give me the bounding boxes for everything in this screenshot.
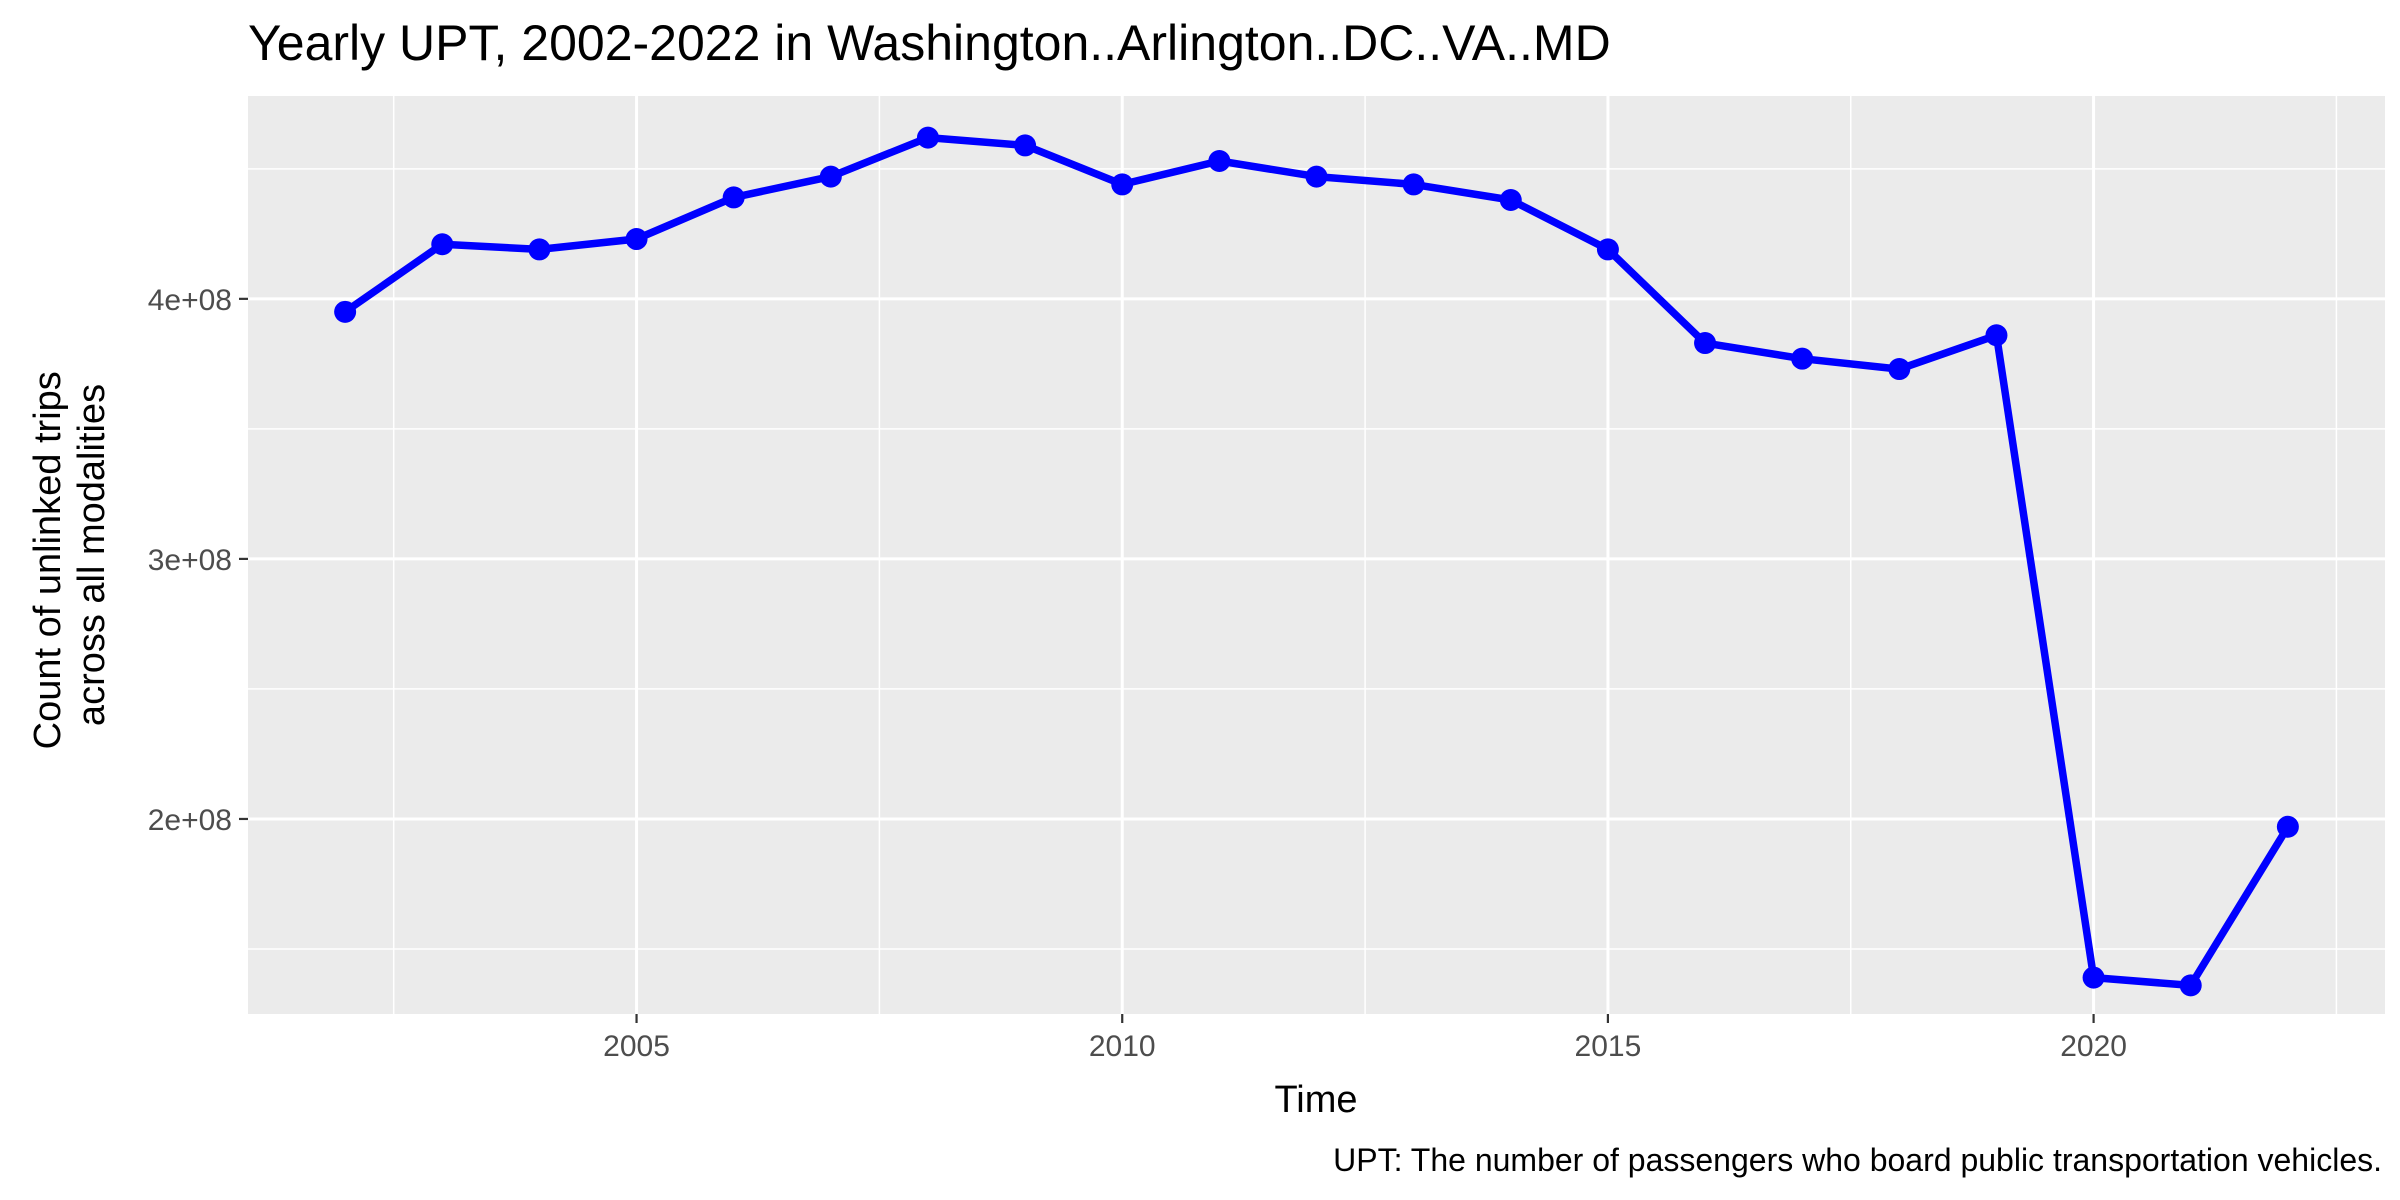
y-axis-title-line-1: Count of unlinked trips: [27, 371, 69, 749]
series-group: [334, 126, 2299, 997]
x-tick-label: 2005: [603, 1030, 670, 1063]
data-point: [2276, 815, 2299, 838]
data-point: [1402, 173, 1425, 196]
data-point: [819, 165, 842, 188]
data-point: [1791, 347, 1814, 370]
data-point: [1694, 332, 1717, 355]
data-point: [528, 238, 551, 261]
chart-caption: UPT: The number of passengers who board …: [1333, 1142, 2382, 1178]
data-point: [625, 228, 648, 251]
data-point: [1985, 324, 2008, 347]
x-tick-label: 2020: [2060, 1030, 2127, 1063]
x-axis-title: Time: [1274, 1079, 1357, 1121]
data-point: [2179, 974, 2202, 997]
data-point: [916, 126, 939, 149]
y-axis-title: Count of unlinked trips across all modal…: [27, 361, 113, 750]
data-point: [431, 233, 454, 256]
y-tick-label: 3e+08: [148, 544, 232, 577]
axes: 2005 2010 2015 2020 2e+08 3e+08 4e+08: [148, 284, 2127, 1063]
y-tick-label: 4e+08: [148, 284, 232, 317]
x-tick-label: 2010: [1089, 1030, 1156, 1063]
data-point: [722, 186, 745, 209]
data-point: [1208, 150, 1231, 173]
x-tick-label: 2015: [1575, 1030, 1642, 1063]
data-point: [1014, 134, 1037, 157]
y-axis-title-line-2: across all modalities: [71, 384, 113, 726]
data-point: [334, 300, 357, 323]
y-tick-label: 2e+08: [148, 804, 232, 837]
data-point: [1596, 238, 1619, 261]
data-point: [2082, 966, 2105, 989]
data-point: [1499, 189, 1522, 212]
chart-title: Yearly UPT, 2002-2022 in Washington..Arl…: [248, 15, 1611, 71]
data-point: [1888, 358, 1911, 381]
data-point: [1111, 173, 1134, 196]
plot-panel: [248, 96, 2385, 1014]
data-point: [1305, 165, 1328, 188]
